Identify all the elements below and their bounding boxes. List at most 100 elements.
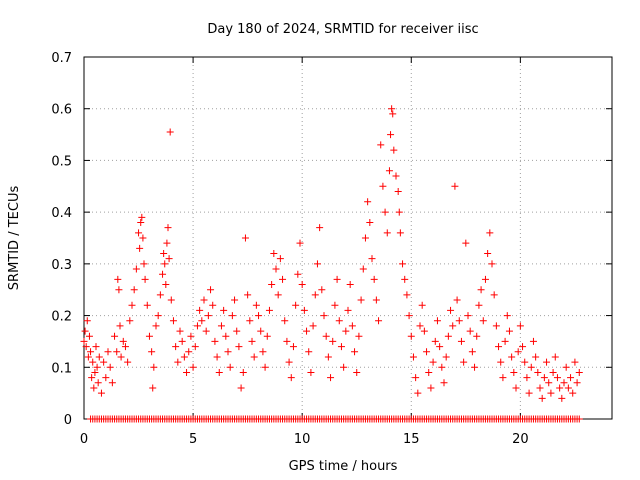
data-point	[296, 239, 304, 247]
data-point	[355, 332, 363, 340]
data-point	[200, 296, 208, 304]
data-point	[538, 394, 546, 402]
x-tick-label: 0	[80, 432, 88, 447]
data-point	[438, 363, 446, 371]
data-point	[115, 286, 123, 294]
data-point	[82, 343, 90, 351]
data-point	[102, 374, 110, 382]
data-point	[553, 374, 561, 382]
data-point	[261, 363, 269, 371]
data-point	[198, 317, 206, 325]
data-point	[449, 322, 457, 330]
data-point	[189, 363, 197, 371]
data-point	[377, 141, 385, 149]
data-point	[193, 322, 201, 330]
data-point	[429, 358, 437, 366]
data-point	[108, 379, 116, 387]
data-point	[126, 317, 134, 325]
data-point	[532, 353, 540, 361]
data-point	[215, 368, 223, 376]
data-point	[545, 379, 553, 387]
data-point	[388, 105, 396, 113]
data-point	[176, 327, 184, 335]
data-point	[564, 384, 572, 392]
data-point	[412, 374, 420, 382]
data-point	[119, 337, 127, 345]
data-point	[187, 332, 195, 340]
data-point	[569, 389, 577, 397]
data-point	[139, 234, 147, 242]
y-tick-label: 0	[64, 413, 72, 428]
data-point	[164, 224, 172, 232]
data-point	[148, 348, 156, 356]
data-point	[495, 343, 503, 351]
data-point	[172, 343, 180, 351]
data-point	[85, 332, 93, 340]
x-axis-label: GPS time / hours	[289, 459, 398, 474]
data-point	[540, 374, 548, 382]
data-point	[141, 275, 149, 283]
data-point	[387, 131, 395, 139]
data-point	[512, 384, 520, 392]
data-point	[466, 327, 474, 335]
data-point	[394, 187, 402, 195]
data-point	[370, 275, 378, 283]
data-point	[433, 317, 441, 325]
data-point	[228, 312, 236, 320]
data-point	[499, 374, 507, 382]
y-tick-label: 0.6	[51, 103, 72, 118]
data-point	[521, 358, 529, 366]
data-point	[571, 358, 579, 366]
data-point	[95, 353, 103, 361]
data-point	[457, 337, 465, 345]
data-point	[207, 286, 215, 294]
data-point	[503, 312, 511, 320]
data-point	[211, 337, 219, 345]
data-point	[138, 213, 146, 221]
data-point	[497, 358, 505, 366]
data-point	[137, 218, 145, 226]
data-point	[163, 239, 171, 247]
data-point	[167, 296, 175, 304]
data-point	[383, 229, 391, 237]
data-point	[213, 353, 221, 361]
data-point	[464, 312, 472, 320]
data-point	[239, 368, 247, 376]
data-point	[409, 353, 417, 361]
data-point	[305, 348, 313, 356]
data-point	[344, 306, 352, 314]
data-point	[255, 312, 263, 320]
data-point	[235, 343, 243, 351]
data-point	[270, 250, 278, 258]
data-point	[536, 384, 544, 392]
data-point	[276, 255, 284, 263]
data-point	[372, 296, 380, 304]
data-point	[418, 301, 426, 309]
y-tick-label: 0.1	[51, 361, 72, 376]
data-point	[453, 296, 461, 304]
x-tick-label: 5	[189, 432, 197, 447]
data-point	[455, 317, 463, 325]
data-point	[357, 296, 365, 304]
data-point	[567, 374, 575, 382]
data-point	[534, 368, 542, 376]
data-point	[392, 172, 400, 180]
data-point	[92, 343, 100, 351]
data-point	[248, 337, 256, 345]
x-tick-label: 15	[403, 432, 420, 447]
data-point	[283, 337, 291, 345]
data-point	[90, 384, 98, 392]
zero-data-point	[575, 415, 583, 423]
y-axis-ticks: 0 0.1 0.2 0.3 0.4 0.5 0.6 0.7	[51, 51, 612, 428]
data-point	[501, 337, 509, 345]
data-point	[462, 239, 470, 247]
data-point	[91, 368, 99, 376]
data-point	[436, 343, 444, 351]
data-point	[231, 296, 239, 304]
data-point	[311, 291, 319, 299]
data-point	[263, 332, 271, 340]
data-point	[303, 327, 311, 335]
data-point	[405, 312, 413, 320]
data-point	[191, 343, 199, 351]
data-point	[124, 358, 132, 366]
